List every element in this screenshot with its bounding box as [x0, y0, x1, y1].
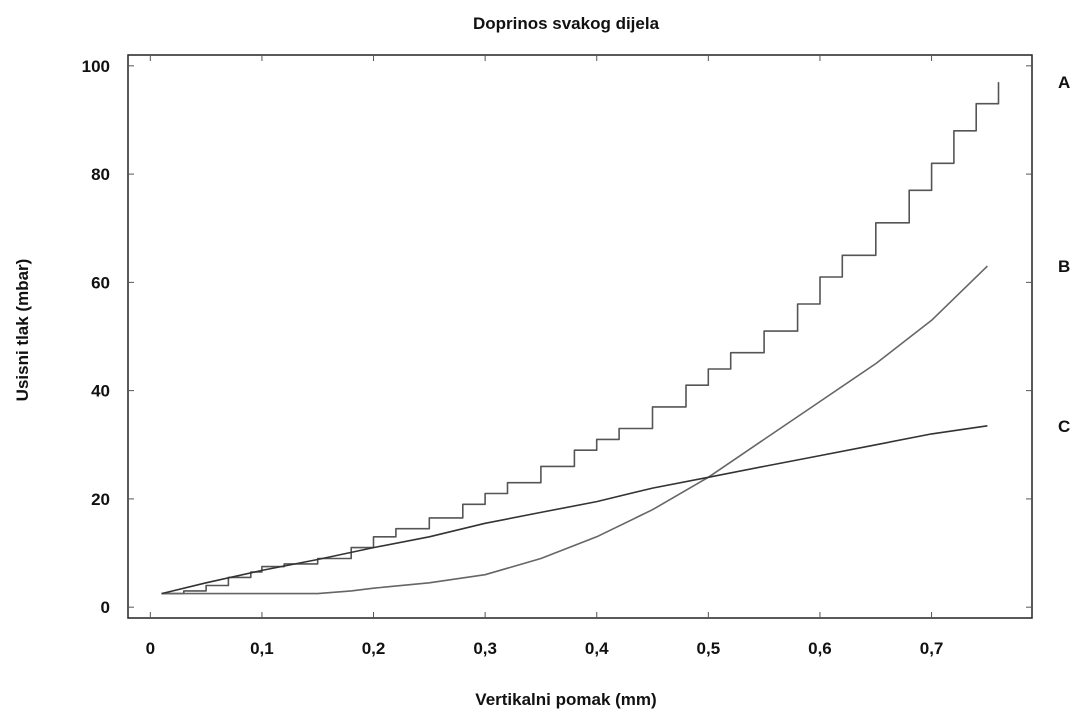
x-tick-label: 0,6 — [808, 639, 832, 658]
x-axis-label: Vertikalni pomak (mm) — [475, 690, 656, 709]
series-label-b: B — [1058, 257, 1070, 276]
y-tick-label: 60 — [91, 273, 110, 292]
y-tick-label: 100 — [82, 57, 110, 76]
series-line-b — [161, 265, 988, 595]
y-tick-label: 20 — [91, 490, 110, 509]
x-tick-label: 0,5 — [697, 639, 721, 658]
series-label-a: A — [1058, 73, 1070, 92]
x-tick-label: 0,7 — [920, 639, 944, 658]
x-tick-label: 0,2 — [362, 639, 386, 658]
y-tick-label: 80 — [91, 165, 110, 184]
y-axis-label: Usisni tlak (mbar) — [13, 259, 32, 402]
series-line-a — [161, 82, 1000, 595]
series-line-c — [161, 425, 988, 595]
y-tick-label: 40 — [91, 382, 110, 401]
x-tick-label: 0,4 — [585, 639, 609, 658]
y-tick-label: 0 — [101, 598, 110, 617]
plot-frame — [127, 54, 1033, 619]
x-tick-label: 0,3 — [473, 639, 497, 658]
chart-title: Doprinos svakog dijela — [473, 14, 660, 33]
x-tick-label: 0,1 — [250, 639, 274, 658]
x-tick-label: 0 — [146, 639, 155, 658]
series-label-c: C — [1058, 417, 1070, 436]
